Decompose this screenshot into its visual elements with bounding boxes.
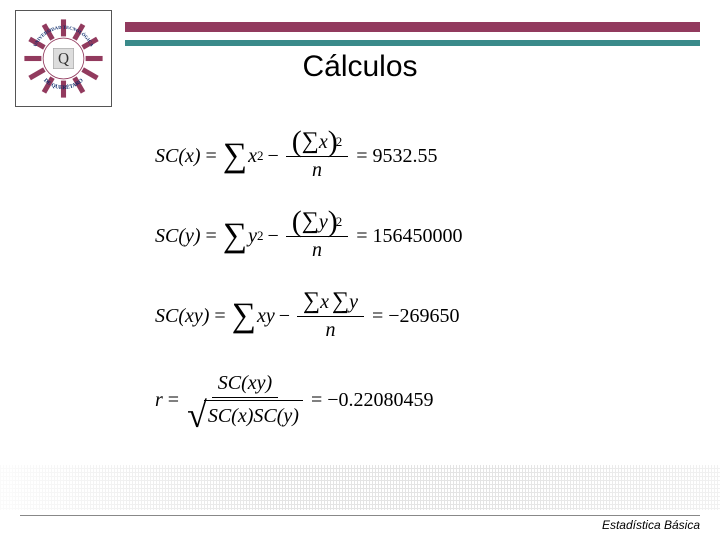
r-result: −0.22080459 [327,389,433,412]
formula-r: r = SC(xy) √ SC(x)SC(y) = −0.22080459 [155,370,595,430]
teal-accent-bar [125,40,700,46]
scxy-result: −269650 [388,305,459,328]
footer-text: Estadística Básica [20,515,700,532]
slide-title: Cálculos [0,50,720,84]
formula-scx: SC(x) = ∑ x2 − (∑ x )2 n = 9532.55 [155,130,595,182]
formula-scy: SC(y) = ∑ y2 − (∑ y )2 n = 156450000 [155,210,595,262]
formula-block: SC(x) = ∑ x2 − (∑ x )2 n = 9532.55 SC(y)… [155,130,595,430]
decorative-pattern [0,465,720,510]
scx-result: 9532.55 [373,145,438,168]
formula-scxy: SC(xy) = ∑ xy − ∑x ∑y n = −269650 [155,290,595,342]
scy-result: 156450000 [373,225,463,248]
top-accent-bar [125,22,700,32]
